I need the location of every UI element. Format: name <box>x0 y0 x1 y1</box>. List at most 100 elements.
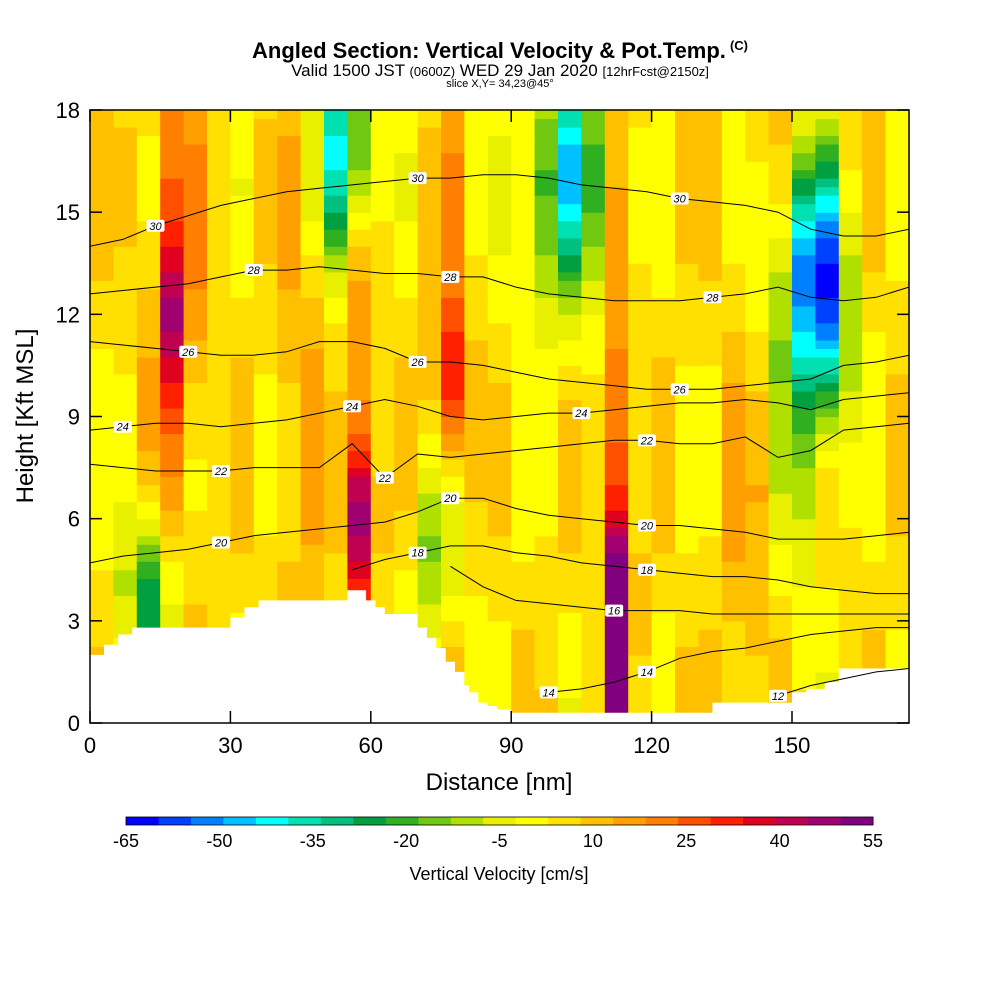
colorbar-frame <box>125 816 874 826</box>
velocity-cell <box>534 535 559 545</box>
velocity-cell <box>792 646 816 656</box>
velocity-cell <box>370 203 395 213</box>
velocity-cell <box>441 425 465 435</box>
velocity-cell <box>675 501 699 511</box>
velocity-cell <box>324 442 348 452</box>
velocity-cell <box>464 433 489 443</box>
velocity-cell <box>300 339 325 349</box>
velocity-cell <box>160 365 185 375</box>
velocity-cell <box>160 161 185 171</box>
velocity-cell <box>534 527 559 537</box>
velocity-cell <box>324 161 348 171</box>
velocity-cell <box>745 433 770 443</box>
velocity-cell <box>464 501 489 511</box>
velocity-cell <box>183 169 208 179</box>
velocity-cell <box>347 365 372 375</box>
velocity-cell <box>698 391 723 401</box>
velocity-cell <box>511 178 536 188</box>
velocity-cell <box>534 425 559 435</box>
velocity-cell <box>581 654 606 664</box>
contour-label-22: 22 <box>640 435 653 447</box>
velocity-cell <box>277 161 302 171</box>
velocity-cell <box>862 476 887 486</box>
velocity-cell <box>136 348 161 358</box>
velocity-cell <box>253 459 278 469</box>
velocity-cell <box>558 195 582 205</box>
velocity-cell <box>581 271 606 281</box>
velocity-cell <box>394 127 419 137</box>
velocity-cell <box>464 314 489 324</box>
velocity-cell <box>207 484 231 494</box>
velocity-cell <box>651 314 676 324</box>
velocity-cell <box>347 476 372 486</box>
velocity-cell <box>511 425 536 435</box>
velocity-cell <box>253 586 278 596</box>
velocity-cell <box>417 237 442 247</box>
velocity-cell <box>534 671 559 681</box>
velocity-cell <box>183 339 208 349</box>
velocity-cell <box>651 356 676 366</box>
velocity-cell <box>347 518 372 528</box>
velocity-cell <box>347 280 372 290</box>
velocity-cell <box>745 518 770 528</box>
velocity-cell <box>558 442 582 452</box>
velocity-cell <box>207 442 231 452</box>
velocity-cell <box>768 527 793 537</box>
velocity-cell <box>207 356 231 366</box>
velocity-cell <box>534 135 559 145</box>
velocity-cell <box>113 186 138 196</box>
velocity-cell <box>558 450 582 460</box>
velocity-cell <box>136 229 161 239</box>
velocity-cell <box>113 169 138 179</box>
velocity-cell <box>651 467 676 477</box>
velocity-cell <box>324 314 348 324</box>
velocity-cell <box>394 484 419 494</box>
velocity-cell <box>651 246 676 256</box>
velocity-cell <box>113 246 138 256</box>
velocity-cell <box>838 569 863 579</box>
velocity-cell <box>113 552 138 562</box>
velocity-cell <box>675 612 699 622</box>
velocity-cell <box>581 373 606 383</box>
velocity-cell <box>768 671 793 681</box>
velocity-cell <box>230 237 255 247</box>
velocity-cell <box>651 305 676 315</box>
velocity-cell <box>417 305 442 315</box>
velocity-cell <box>183 595 208 605</box>
velocity-cell <box>394 501 419 511</box>
velocity-cell <box>207 331 231 341</box>
velocity-cell <box>604 356 629 366</box>
velocity-cell <box>464 365 489 375</box>
velocity-cell <box>721 646 746 656</box>
velocity-cell <box>815 501 840 511</box>
velocity-cell <box>253 195 278 205</box>
velocity-cell <box>558 399 582 409</box>
velocity-cell <box>300 237 325 247</box>
velocity-cell <box>604 688 629 698</box>
velocity-cell <box>534 603 559 613</box>
velocity-cell <box>675 544 699 554</box>
velocity-cell <box>698 348 723 358</box>
velocity-cell <box>815 442 840 452</box>
contour-label-14: 14 <box>641 667 653 679</box>
velocity-cell <box>183 271 208 281</box>
velocity-cell <box>464 637 489 647</box>
velocity-cell <box>511 561 536 571</box>
velocity-cell <box>534 297 559 307</box>
velocity-cell <box>885 442 909 452</box>
velocity-cell <box>300 527 325 537</box>
velocity-cell <box>441 305 465 315</box>
velocity-cell <box>815 637 840 647</box>
velocity-cell <box>698 646 723 656</box>
velocity-cell <box>136 254 161 264</box>
velocity-cell <box>698 152 723 162</box>
velocity-cell <box>394 314 419 324</box>
velocity-cell <box>768 314 793 324</box>
velocity-cell <box>534 348 559 358</box>
velocity-cell <box>628 510 653 520</box>
velocity-cell <box>136 425 161 435</box>
velocity-cell <box>768 535 793 545</box>
velocity-cell <box>90 186 114 196</box>
velocity-cell <box>604 339 629 349</box>
velocity-cell <box>394 518 419 528</box>
